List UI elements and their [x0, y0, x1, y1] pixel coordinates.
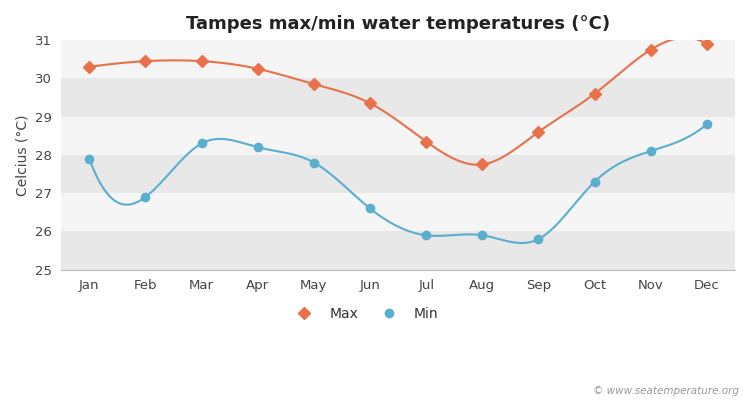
Max [646, 47, 656, 52]
Max [590, 91, 599, 96]
Min [310, 160, 319, 165]
Max [534, 130, 543, 134]
Max [365, 101, 374, 106]
Max [141, 59, 150, 64]
Min [478, 233, 487, 238]
Min [141, 194, 150, 199]
Max [254, 66, 262, 71]
Max [85, 64, 94, 69]
Min [646, 149, 656, 154]
Max [478, 162, 487, 167]
Line: Max: Max [86, 40, 711, 169]
Min [703, 122, 712, 127]
Max [310, 82, 319, 86]
Min [254, 145, 262, 150]
Text: © www.seatemperature.org: © www.seatemperature.org [592, 386, 739, 396]
Bar [62, 78, 735, 117]
Bar [62, 193, 735, 232]
Legend: Max, Min: Max, Min [285, 302, 444, 327]
Min [534, 237, 543, 242]
Bar [62, 117, 735, 155]
Min [197, 141, 206, 146]
Bar [62, 232, 735, 270]
Title: Tampes max/min water temperatures (°C): Tampes max/min water temperatures (°C) [186, 15, 610, 33]
Max [197, 59, 206, 64]
Y-axis label: Celcius (°C): Celcius (°C) [15, 114, 29, 196]
Max [703, 42, 712, 46]
Max [422, 139, 430, 144]
Min [422, 233, 430, 238]
Bar [62, 40, 735, 78]
Bar [62, 155, 735, 193]
Line: Min: Min [86, 120, 711, 243]
Min [85, 156, 94, 161]
Min [590, 179, 599, 184]
Min [365, 206, 374, 211]
